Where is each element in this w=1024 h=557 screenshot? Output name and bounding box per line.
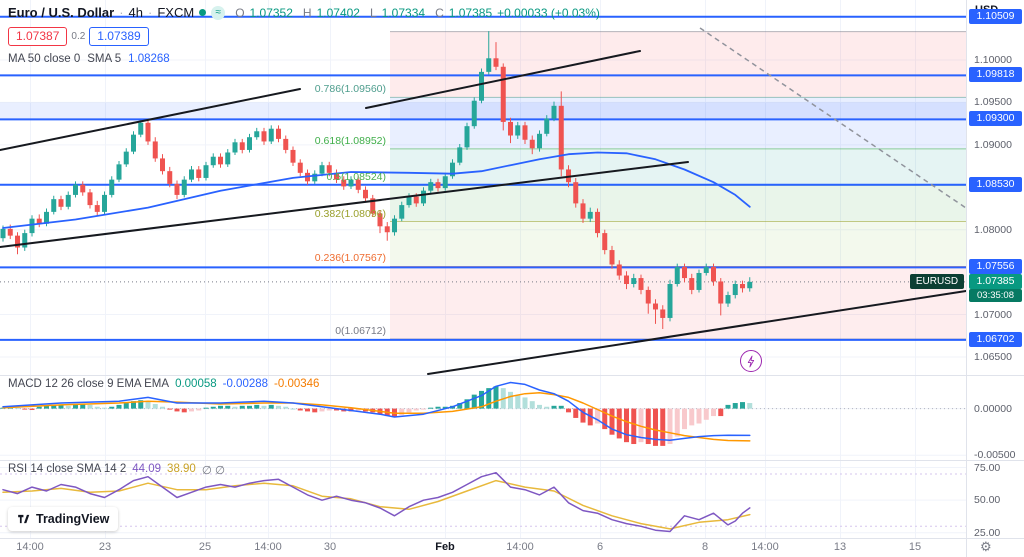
timezone-settings-button[interactable]: ⚙ (980, 539, 992, 555)
tradingview-logo-text: TradingView (36, 512, 110, 526)
time-axis[interactable]: 14:00 23 25 14:00 30 Feb 14:00 6 8 14:00 13 15 (0, 538, 966, 557)
quote-row: 1.07387 0.2 1.07389 (8, 27, 149, 46)
price-axis-badge: 1.06702 (969, 331, 1022, 347)
high-label: H (302, 5, 312, 20)
rsi-sma-value: 38.90 (167, 463, 196, 475)
rsi-value: 44.09 (132, 463, 162, 475)
realtime-data-icon: ≈ (211, 5, 226, 20)
time-axis-label: 15 (908, 541, 922, 553)
macd-axis-tick: -0.00500 (974, 449, 1016, 462)
current-price-badge: 1.07385 (969, 273, 1022, 289)
gear-icon: ⚙ (980, 539, 992, 554)
ma-value: 1.08268 (128, 53, 170, 65)
spread-value: 0.2 (71, 31, 86, 42)
open-label: O (235, 5, 245, 20)
sell-price-button[interactable]: 1.07387 (8, 27, 68, 46)
rsi-legend[interactable]: RSI 14 close SMA 14 2 44.09 38.90 ∅ ∅ (8, 463, 225, 477)
change-value: +0.00033 (+0.03%) (497, 5, 600, 20)
lightning-icon (747, 355, 754, 367)
hidden-inputs-icon: ∅ ∅ (201, 465, 226, 477)
macd-signal-value: -0.00346 (274, 378, 320, 390)
rsi-axis-tick: 75.00 (974, 461, 1001, 474)
ma-legend[interactable]: MA 50 close 0 SMA 5 1.08268 (8, 53, 170, 65)
separator-dot: · (119, 5, 124, 20)
time-axis-label: 14:00 (16, 541, 44, 553)
rsi-axis-tick: 50.00 (974, 494, 1001, 507)
symbol-title: Euro / U.S. Dollar (8, 5, 115, 20)
time-axis-label: 13 (833, 541, 847, 553)
rsi-axis-tick: 25.00 (974, 526, 1001, 539)
low-label: L (369, 5, 377, 20)
chart-legend[interactable]: Euro / U.S. Dollar · 4h · FXCM ≈ O 1.073… (8, 5, 600, 20)
low-value: 1.07334 (381, 5, 426, 20)
time-axis-label: 14:00 (506, 541, 534, 553)
rsi-legend-title: RSI 14 close SMA 14 2 (8, 463, 127, 475)
price-axis[interactable]: 1.07385 03:35:08 1.10000 1.09500 1.09000 1.… (966, 0, 1024, 557)
price-axis-badge: 1.08530 (969, 176, 1022, 192)
separator-dot: · (148, 5, 153, 20)
sma-label: SMA 5 (87, 53, 122, 65)
macd-axis-tick: 0.00000 (974, 402, 1012, 415)
bar-countdown-badge: 03:35:08 (969, 289, 1022, 303)
price-axis-badge: 1.10509 (969, 8, 1022, 24)
price-axis-tick: 1.06500 (974, 350, 1012, 363)
time-axis-label: 14:00 (751, 541, 779, 553)
buy-price-button[interactable]: 1.07389 (89, 27, 149, 46)
time-axis-label: 25 (198, 541, 212, 553)
open-value: 1.07352 (249, 5, 293, 20)
high-value: 1.07402 (316, 5, 360, 20)
time-axis-label: 8 (701, 541, 709, 553)
symbol-price-label: EURUSD (910, 273, 964, 289)
interval-label: 4h (128, 5, 143, 20)
macd-legend-title: MACD 12 26 close 9 EMA EMA (8, 378, 170, 390)
price-axis-badge: 1.07556 (969, 259, 1022, 275)
price-axis-badge: 1.09300 (969, 111, 1022, 127)
market-status-icon (199, 9, 207, 16)
close-label: C (435, 5, 444, 20)
ma-label: MA 50 close 0 (8, 53, 81, 65)
price-axis-tick: 1.09500 (974, 96, 1012, 109)
macd-line-value: -0.00288 (222, 378, 269, 390)
quick-trade-button[interactable] (740, 350, 762, 372)
price-axis-tick: 1.10000 (974, 53, 1012, 66)
macd-legend[interactable]: MACD 12 26 close 9 EMA EMA 0.00058 -0.00… (8, 378, 319, 390)
tradingview-icon (18, 514, 30, 524)
exchange-label: FXCM (157, 5, 195, 20)
close-value: 1.07385 (448, 5, 493, 20)
time-axis-label: 6 (596, 541, 604, 553)
price-axis-tick: 1.07000 (974, 308, 1012, 321)
time-axis-label: 23 (98, 541, 112, 553)
price-axis-tick: 1.09000 (974, 138, 1012, 151)
price-axis-badge: 1.09818 (969, 67, 1022, 83)
macd-hist-value: 0.00058 (175, 378, 217, 390)
price-axis-tick: 1.08000 (974, 223, 1012, 236)
tradingview-logo[interactable]: TradingView (8, 507, 119, 531)
time-axis-label: Feb (435, 541, 455, 553)
time-axis-label: 30 (323, 541, 337, 553)
time-axis-label: 14:00 (254, 541, 282, 553)
